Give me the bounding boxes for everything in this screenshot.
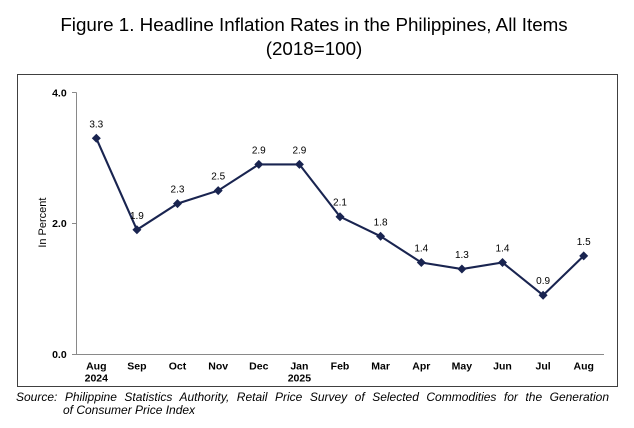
svg-text:0.9: 0.9 [536, 276, 550, 287]
svg-text:2.9: 2.9 [252, 145, 266, 156]
svg-text:0.0: 0.0 [52, 349, 67, 361]
svg-text:3.3: 3.3 [89, 119, 103, 130]
svg-text:1.8: 1.8 [374, 217, 388, 228]
svg-text:In Percent: In Percent [37, 198, 49, 248]
svg-text:Nov: Nov [208, 361, 228, 373]
svg-text:4.0: 4.0 [52, 87, 67, 99]
svg-text:Dec: Dec [249, 361, 268, 373]
svg-text:Jun: Jun [493, 361, 512, 373]
svg-text:Jan: Jan [290, 361, 308, 373]
svg-text:2.3: 2.3 [171, 185, 185, 196]
svg-text:Feb: Feb [331, 361, 350, 373]
svg-text:Aug: Aug [573, 361, 593, 373]
svg-text:1.4: 1.4 [414, 244, 428, 255]
svg-text:1.5: 1.5 [577, 237, 591, 248]
svg-text:Mar: Mar [371, 361, 390, 373]
svg-text:Oct: Oct [169, 361, 187, 373]
svg-text:Aug: Aug [86, 361, 106, 373]
svg-text:2024: 2024 [85, 373, 109, 385]
svg-text:Apr: Apr [412, 361, 430, 373]
svg-text:1.9: 1.9 [130, 211, 144, 222]
svg-text:2.9: 2.9 [292, 145, 306, 156]
svg-text:2025: 2025 [288, 373, 312, 385]
svg-text:2.0: 2.0 [52, 218, 67, 230]
svg-text:2.5: 2.5 [211, 172, 225, 183]
svg-text:Jul: Jul [536, 361, 551, 373]
svg-text:May: May [452, 361, 473, 373]
svg-text:1.4: 1.4 [496, 244, 510, 255]
svg-text:2.1: 2.1 [333, 198, 347, 209]
svg-text:Sep: Sep [127, 361, 146, 373]
svg-text:1.3: 1.3 [455, 250, 469, 261]
